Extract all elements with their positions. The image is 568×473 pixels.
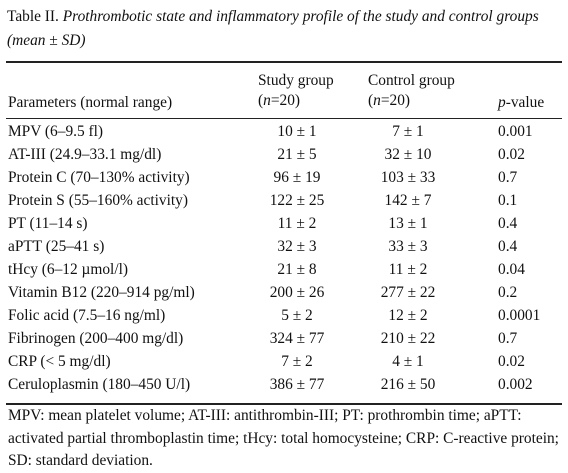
table-row: Vitamin B12 (220–914 pg/ml) 200 ± 26 277… [0, 282, 568, 303]
table-caption: Table II. Prothrombotic state and inflam… [7, 5, 562, 53]
p-value-cell: 0.02 [498, 353, 525, 370]
table-label: Table II. [7, 8, 59, 25]
p-value-cell: 0.7 [498, 330, 518, 347]
table-row: CRP (< 5 mg/dl) 7 ± 2 4 ± 1 0.02 [0, 351, 568, 372]
study-value-cell: 386 ± 77 [269, 376, 325, 393]
table-footnote: MPV: mean platelet volume; AT-III: antit… [8, 407, 559, 469]
parameter-cell: Protein C (70–130% activity) [8, 169, 190, 186]
control-value-cell: 11 ± 2 [388, 261, 428, 278]
table-row: tHcy (6–12 µmol/l) 21 ± 8 11 ± 2 0.04 [0, 259, 568, 280]
header-p-value: p-value [498, 94, 545, 111]
control-value-cell: 7 ± 1 [392, 123, 424, 140]
header-control-line1: Control group [368, 72, 455, 89]
study-value-cell: 5 ± 2 [281, 307, 313, 324]
control-value-cell: 103 ± 33 [380, 169, 436, 186]
table-row: MPV (6–9.5 fl) 10 ± 1 7 ± 1 0.001 [0, 121, 568, 142]
table-row: Protein S (55–160% activity) 122 ± 25 14… [0, 190, 568, 211]
p-value-cell: 0.04 [498, 261, 525, 278]
p-value-cell: 0.002 [498, 376, 533, 393]
bottom-rule [6, 403, 562, 405]
control-value-cell: 33 ± 3 [388, 238, 428, 255]
parameter-cell: AT-III (24.9–33.1 mg/dl) [8, 146, 162, 163]
study-value-cell: 32 ± 3 [277, 238, 317, 255]
p-value-cell: 0.4 [498, 215, 518, 232]
header-study-line1: Study group [258, 72, 334, 89]
header-rule [6, 118, 562, 119]
top-rule [6, 61, 562, 63]
p-value-cell: 0.001 [498, 123, 533, 140]
p-value-cell: 0.2 [498, 284, 518, 301]
control-value-cell: 32 ± 10 [384, 146, 432, 163]
control-value-cell: 216 ± 50 [380, 376, 436, 393]
p-value-cell: 0.4 [498, 238, 518, 255]
p-value-cell: 0.02 [498, 146, 525, 163]
parameter-cell: PT (11–14 s) [8, 215, 88, 232]
control-value-cell: 13 ± 1 [388, 215, 428, 232]
control-value-cell: 277 ± 22 [380, 284, 436, 301]
p-value-cell: 0.1 [498, 192, 518, 209]
parameter-cell: Ceruloplasmin (180–450 U/l) [8, 376, 191, 393]
parameter-cell: CRP (< 5 mg/dl) [8, 353, 111, 370]
header-control-line2: (n=20) [368, 92, 411, 109]
control-value-cell: 4 ± 1 [392, 353, 424, 370]
header-study-line2: (n=20) [258, 92, 301, 109]
study-value-cell: 11 ± 2 [277, 215, 317, 232]
study-value-cell: 10 ± 1 [277, 123, 317, 140]
control-value-cell: 12 ± 2 [388, 307, 428, 324]
parameter-cell: aPTT (25–41 s) [8, 238, 105, 255]
table-row: Protein C (70–130% activity) 96 ± 19 103… [0, 167, 568, 188]
parameter-cell: Fibrinogen (200–400 mg/dl) [8, 330, 184, 347]
table-row: Fibrinogen (200–400 mg/dl) 324 ± 77 210 … [0, 328, 568, 349]
study-value-cell: 21 ± 5 [277, 146, 317, 163]
parameter-cell: Vitamin B12 (220–914 pg/ml) [8, 284, 195, 301]
study-value-cell: 7 ± 2 [281, 353, 313, 370]
p-value-cell: 0.7 [498, 169, 518, 186]
study-value-cell: 96 ± 19 [273, 169, 321, 186]
study-value-cell: 122 ± 25 [269, 192, 325, 209]
parameter-cell: tHcy (6–12 µmol/l) [8, 261, 129, 278]
table-row: Ceruloplasmin (180–450 U/l) 386 ± 77 216… [0, 374, 568, 395]
table-row: PT (11–14 s) 11 ± 2 13 ± 1 0.4 [0, 213, 568, 234]
table-title: Prothrombotic state and inflammatory pro… [7, 8, 539, 49]
table-row: aPTT (25–41 s) 32 ± 3 33 ± 3 0.4 [0, 236, 568, 257]
header-parameters: Parameters (normal range) [8, 94, 173, 111]
parameter-cell: Folic acid (7.5–16 ng/ml) [8, 307, 166, 324]
control-value-cell: 142 ± 7 [384, 192, 432, 209]
control-value-cell: 210 ± 22 [380, 330, 436, 347]
parameter-cell: Protein S (55–160% activity) [8, 192, 188, 209]
parameter-cell: MPV (6–9.5 fl) [8, 123, 104, 140]
study-value-cell: 324 ± 77 [269, 330, 325, 347]
p-value-cell: 0.0001 [498, 307, 541, 324]
table-row: AT-III (24.9–33.1 mg/dl) 21 ± 5 32 ± 10 … [0, 144, 568, 165]
study-value-cell: 200 ± 26 [269, 284, 325, 301]
study-value-cell: 21 ± 8 [277, 261, 317, 278]
table-row: Folic acid (7.5–16 ng/ml) 5 ± 2 12 ± 2 0… [0, 305, 568, 326]
